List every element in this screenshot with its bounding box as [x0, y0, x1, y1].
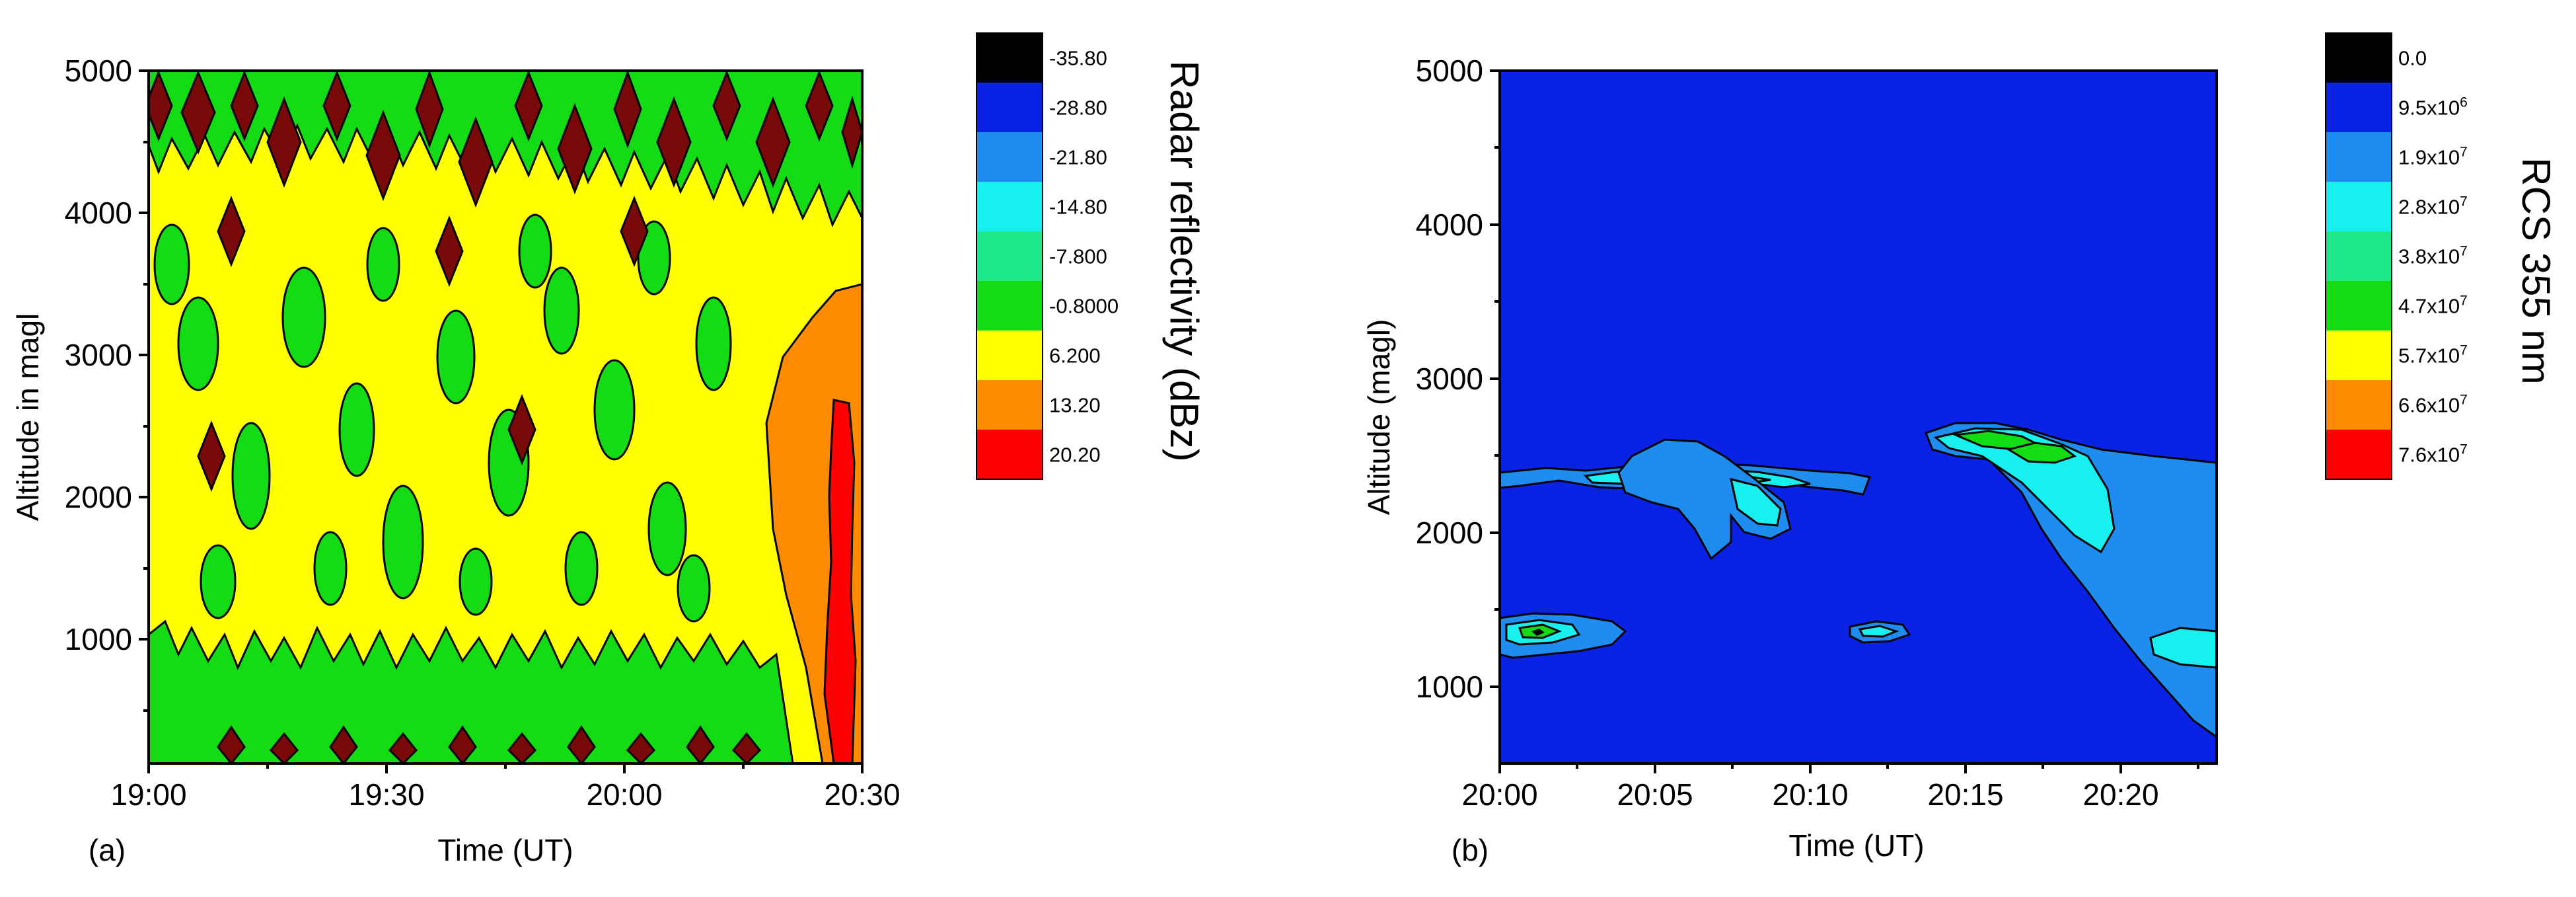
x-tick-label: 20:15: [1927, 777, 2003, 812]
panel-b: 5000 4000 3000 2000 1000 20:00 20:05 20:…: [1362, 32, 2558, 867]
band-red-a: [823, 399, 857, 763]
x-axis-a: [147, 763, 864, 773]
x-tick-label: 20:00: [586, 777, 662, 812]
layer-right-lowcyan-b: [2149, 627, 2217, 669]
colorbar-level-label: 9.5x106: [2398, 95, 2468, 120]
colorbar-level-label: -35.80: [1049, 47, 1107, 70]
colorbar-frame: [2325, 32, 2392, 480]
x-tick-labels-a: 19:00 19:30 20:00 20:30: [110, 777, 900, 812]
panel-a: 5000 4000 3000 2000 1000 19:00 19:30 20:…: [11, 32, 1206, 867]
colorbar-swatch: [976, 83, 1043, 132]
colorbar-level-label: 1.9x107: [2398, 145, 2468, 169]
colorbar-swatch: [2326, 231, 2392, 281]
layer-low-dark-b: [1531, 629, 1545, 636]
x-tick-label: 20:05: [1617, 777, 1693, 812]
y-axis-label-a: Altitude in magl: [11, 313, 45, 522]
x-tick-label: 20:00: [1461, 777, 1537, 812]
colorbar-swatch: [976, 33, 1043, 83]
y-axis-b: [1490, 69, 1500, 688]
y-tick-label: 4000: [1416, 208, 1483, 242]
y-axis-a: [139, 69, 149, 712]
colorbar-swatch: [976, 380, 1043, 430]
colorbar-swatch: [976, 430, 1043, 479]
colorbar-level-label: 2.8x107: [2398, 194, 2468, 219]
x-axis-label-a: Time (UT): [437, 833, 573, 867]
layer-right-green2-b: [2006, 442, 2077, 464]
y-tick-label: 2000: [1416, 516, 1483, 550]
colorbar-swatch: [976, 281, 1043, 331]
y-tick-label: 3000: [65, 338, 132, 372]
y-tick-labels-b: 5000 4000 3000 2000 1000: [1416, 54, 1483, 704]
colorbar-frame: [976, 32, 1043, 480]
colorbar-swatch: [976, 331, 1043, 380]
x-axis-label-b: Time (UT): [1788, 828, 1924, 863]
colorbar-level-label: -14.80: [1049, 196, 1107, 219]
y-tick-label: 1000: [1416, 670, 1483, 704]
colorbar-level-label: 13.20: [1049, 394, 1101, 417]
layer-right-cyan-b: [1933, 427, 2116, 554]
y-tick-label: 2000: [65, 480, 132, 514]
lobe-cyan-b: [1730, 477, 1782, 527]
colorbar-swatch: [2326, 182, 2392, 231]
colorbar-swatch: [976, 231, 1043, 281]
colorbar-a: -35.80 -28.80 -21.80 -14.80 -7.800 -0.8000 6.2…: [976, 32, 1119, 480]
x-tick-label: 19:30: [348, 777, 424, 812]
panel-label-b: (b): [1452, 833, 1489, 867]
plot-area-a: [149, 71, 862, 763]
colorbar-swatch: [976, 182, 1043, 231]
x-axis-b: [1498, 763, 2199, 773]
panel-label-a: (a): [89, 833, 126, 867]
colorbar-level-label: 3.8x107: [2398, 244, 2468, 268]
colorbar-level-label: 7.6x107: [2398, 442, 2468, 467]
y-tick-labels-a: 5000 4000 3000 2000 1000: [65, 54, 132, 656]
colorbar-level-label: -0.8000: [1049, 295, 1119, 318]
y-tick-label: 5000: [1416, 54, 1483, 88]
colorbar-swatch: [2326, 33, 2392, 83]
colorbar-b: 0.0 9.5x106 1.9x107 2.8x107 3.8x107 4.7x107 5.…: [2325, 32, 2468, 480]
colorbar-swatch: [976, 132, 1043, 182]
colorbar-swatch: [2326, 83, 2392, 132]
y-tick-label: 1000: [65, 622, 132, 656]
x-tick-label: 20:20: [2082, 777, 2158, 812]
colorbar-swatch: [2326, 380, 2392, 430]
y-axis-label-b: Altitude (magl): [1362, 319, 1396, 516]
colorbar-title-a: Radar reflectivity (dBz): [1162, 61, 1206, 462]
lobe-b: [1617, 438, 1792, 561]
colorbar-title-b: RCS 355 nm: [2514, 157, 2558, 384]
colorbar-level-label: -7.800: [1049, 245, 1107, 268]
colorbar-level-label: -21.80: [1049, 146, 1107, 169]
colorbar-swatch: [2326, 132, 2392, 182]
background-blue-b: [1500, 71, 2217, 763]
x-tick-label: 20:30: [824, 777, 900, 812]
colorbar-level-label: 0.0: [2398, 47, 2427, 70]
colorbar-level-label: 4.7x107: [2398, 293, 2468, 318]
band-green-lower-a: [149, 619, 794, 763]
plot-area-b: [1500, 71, 2217, 763]
layer-right-b: [1925, 422, 2217, 738]
colorbar-swatch: [2326, 430, 2392, 479]
colorbar-level-label: 6.6x107: [2398, 393, 2468, 417]
frame-b: [1498, 69, 2218, 765]
x-tick-label: 19:00: [110, 777, 186, 812]
colorbar-level-label: 6.200: [1049, 344, 1101, 368]
colorbar-swatch: [2326, 331, 2392, 380]
colorbar-swatch: [2326, 281, 2392, 331]
colorbar-level-label: 20.20: [1049, 444, 1101, 467]
y-tick-label: 4000: [65, 196, 132, 230]
y-tick-label: 3000: [1416, 362, 1483, 396]
x-tick-labels-b: 20:00 20:05 20:10 20:15 20:20: [1461, 777, 2158, 812]
y-tick-label: 5000: [65, 54, 132, 88]
x-tick-label: 20:10: [1772, 777, 1848, 812]
cells-green-a: [153, 214, 732, 623]
colorbar-level-label: -28.80: [1049, 97, 1107, 120]
colorbar-level-label: 5.7x107: [2398, 343, 2468, 368]
patch-cyan-b: [1858, 625, 1899, 638]
